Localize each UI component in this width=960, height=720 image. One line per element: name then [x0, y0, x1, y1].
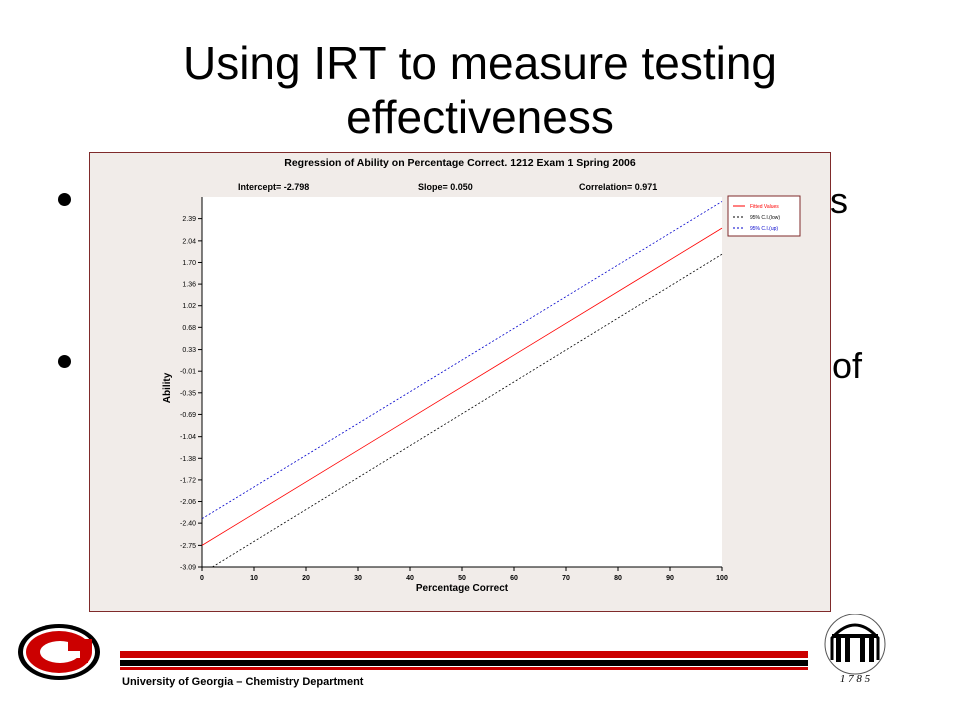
y-tick-label-10: -1.04: [180, 434, 196, 441]
x-tick-label-2: 20: [302, 575, 310, 582]
correlation-stat: Correlation= 0.971: [579, 182, 657, 192]
chart-frame: Regression of Ability on Percentage Corr…: [89, 152, 831, 612]
y-axis-label: Ability: [162, 372, 173, 403]
bullet-1-fragment: s: [830, 180, 848, 221]
arch-logo: 1 7 8 5: [824, 614, 886, 685]
footer-stripe-red-thin: [120, 667, 808, 670]
y-tick-label-13: -2.06: [180, 499, 196, 506]
legend-label-ci-low: 95% C.I.(low): [750, 215, 780, 221]
legend-label-ci-up: 95% C.I.(up): [750, 226, 778, 232]
series-line-2: [201, 201, 723, 520]
y-tick-label-2: 1.70: [182, 260, 196, 267]
legend: Fitted Values 95% C.I.(low) 95% C.I.(up): [727, 195, 801, 237]
y-tick-label-9: -0.69: [180, 412, 196, 419]
x-tick-label-5: 50: [458, 575, 466, 582]
bullet-2-fragment: of: [832, 345, 863, 386]
x-tick-label-7: 70: [562, 575, 570, 582]
x-axis-label: Percentage Correct: [416, 583, 509, 594]
plot-area: [202, 197, 722, 567]
series-line-0: [201, 227, 723, 546]
y-tick-label-1: 2.04: [182, 238, 196, 245]
georgia-g-logo: [18, 624, 100, 680]
x-tick-label-3: 30: [354, 575, 362, 582]
y-tick-label-12: -1.72: [180, 477, 196, 484]
x-tick-label-9: 90: [666, 575, 674, 582]
x-tick-label-8: 80: [614, 575, 622, 582]
y-tick-label-0: 2.39: [182, 216, 196, 223]
bullet-dot-1: [58, 193, 71, 206]
x-tick-label-10: 100: [716, 575, 728, 582]
y-tick-label-7: -0.01: [180, 369, 196, 376]
y-tick-label-11: -1.38: [180, 456, 196, 463]
bullet-dot-2: [58, 355, 71, 368]
arch-logo-year: 1 7 8 5: [840, 673, 871, 685]
y-tick-label-4: 1.02: [182, 303, 196, 310]
y-tick-label-16: -3.09: [180, 565, 196, 572]
legend-label-fitted: Fitted Values: [750, 204, 779, 210]
x-tick-label-6: 60: [510, 575, 518, 582]
chart-title: Regression of Ability on Percentage Corr…: [284, 157, 636, 169]
x-tick-label-0: 0: [200, 575, 204, 582]
y-tick-label-5: 0.68: [182, 325, 196, 332]
y-tick-label-3: 1.36: [182, 282, 196, 289]
intercept-stat: Intercept= -2.798: [238, 182, 309, 192]
footer-text: University of Georgia – Chemistry Depart…: [122, 676, 364, 688]
footer-stripe-red: [120, 651, 808, 658]
y-tick-label-15: -2.75: [180, 543, 196, 550]
slope-stat: Slope= 0.050: [418, 182, 473, 192]
y-tick-label-6: 0.33: [182, 347, 196, 354]
regression-chart: Regression of Ability on Percentage Corr…: [162, 157, 801, 594]
slide-title: Using IRT to measure testing effectivene…: [182, 37, 778, 143]
x-tick-label-1: 10: [250, 575, 258, 582]
x-tick-label-4: 40: [406, 575, 414, 582]
y-tick-label-8: -0.35: [180, 390, 196, 397]
footer-stripe-black: [120, 660, 808, 666]
y-tick-label-14: -2.40: [180, 521, 196, 528]
